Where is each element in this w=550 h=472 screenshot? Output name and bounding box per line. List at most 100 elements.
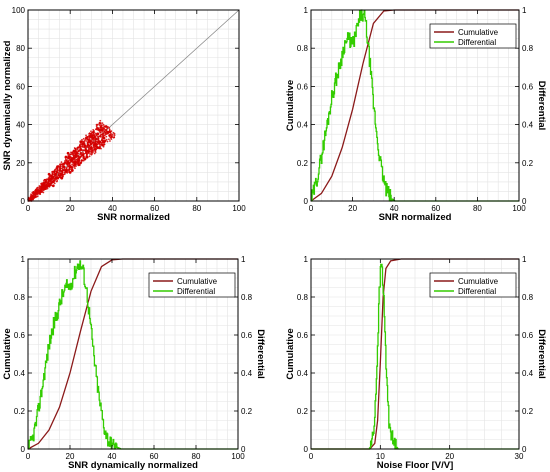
y2-tick-label: 0.4: [241, 369, 253, 378]
scatter-point: [68, 156, 71, 159]
scatter-point: [81, 145, 84, 148]
scatter-point: [83, 143, 86, 146]
scatter-point: [78, 157, 80, 159]
legend-label: Differential: [458, 287, 496, 296]
series-line-differential: [310, 9, 519, 202]
scatter-point: [103, 131, 106, 133]
scatter-point: [89, 153, 91, 155]
scatter-point: [74, 156, 77, 159]
scatter-point: [78, 158, 80, 161]
x-tick-label: 20: [348, 204, 357, 213]
scatter-point: [36, 191, 39, 194]
scatter-point: [85, 151, 88, 154]
scatter-point: [66, 160, 68, 163]
scatter-point: [80, 142, 82, 144]
scatter-point: [78, 161, 81, 164]
scatter-point: [39, 193, 41, 196]
scatter-point: [49, 178, 52, 181]
scatter-point: [68, 171, 70, 174]
plot-frame: [27, 9, 240, 202]
scatter-point: [74, 167, 76, 170]
y2-tick-label: 1: [522, 255, 527, 264]
scatter-point: [79, 147, 82, 150]
scatter-point: [94, 145, 97, 148]
scatter-point: [72, 150, 75, 152]
y-axis-label: Cumulative: [285, 328, 296, 379]
x-tick-label: 100: [231, 452, 245, 461]
scatter-point: [97, 132, 99, 135]
y-tick-label: 0.8: [14, 293, 26, 302]
scatter-point: [68, 164, 71, 167]
y-tick-label: 0: [304, 445, 309, 454]
scatter-point: [102, 139, 105, 142]
scatter-point: [49, 180, 52, 183]
scatter-point: [60, 165, 62, 168]
scatter-point: [36, 187, 38, 190]
scatter-point: [83, 152, 86, 155]
scatter-point: [55, 170, 58, 173]
scatter-point: [106, 127, 109, 130]
scatter-point: [110, 135, 113, 138]
scatter-point: [65, 170, 67, 173]
scatter-point: [77, 160, 80, 163]
y-axis-label: Cumulative: [2, 328, 13, 379]
y2-tick-label: 0: [522, 197, 527, 206]
y2-tick-label: 0.2: [522, 407, 534, 416]
scatter-point: [59, 172, 62, 175]
scatter-point: [71, 165, 73, 168]
y-tick-label: 0.4: [14, 369, 26, 378]
scatter-point: [88, 138, 91, 141]
x-tick-label: 20: [66, 452, 75, 461]
series-line-cumulative: [27, 258, 238, 450]
scatter-point: [109, 140, 111, 142]
y-tick-label: 0: [304, 197, 309, 206]
scatter-point: [50, 182, 53, 185]
x-tick-label: 0: [26, 452, 31, 461]
scatter-point: [107, 126, 110, 128]
legend-box: [429, 272, 517, 298]
scatter-point: [86, 143, 89, 146]
plot-frame: [310, 258, 520, 450]
scatter-point: [64, 161, 66, 164]
scatter-point: [75, 158, 78, 161]
scatter-point: [82, 159, 85, 162]
scatter-point: [44, 187, 46, 190]
y2-tick-label: 0.6: [522, 331, 534, 340]
scatter-point: [90, 130, 92, 133]
x-tick-label: 80: [192, 204, 201, 213]
scatter-point: [82, 137, 85, 140]
scatter-point: [62, 162, 65, 165]
scatter-point: [85, 146, 88, 148]
y2-tick-label: 0: [241, 445, 246, 454]
scatter-point: [64, 157, 67, 159]
scatter-point: [82, 151, 84, 154]
scatter-point: [62, 173, 65, 176]
y2-tick-label: 0.2: [241, 407, 253, 416]
y2-tick-label: 0.8: [522, 44, 534, 53]
y-tick-label: 0.2: [297, 159, 309, 168]
scatter-point: [90, 142, 92, 145]
scatter-point: [38, 186, 41, 189]
scatter-point: [88, 155, 91, 158]
scatter-point: [66, 162, 69, 165]
scatter-point: [30, 193, 32, 196]
scatter-point: [61, 175, 64, 178]
scatter-point: [102, 135, 105, 138]
scatter-point: [66, 165, 69, 168]
legend-label: Cumulative: [458, 28, 499, 37]
scatter-point: [91, 151, 94, 154]
scatter-point: [53, 170, 56, 173]
scatter-point: [96, 135, 99, 138]
y-axis-label: SNR dynamically normalized: [2, 40, 13, 170]
series-line-cumulative: [311, 258, 519, 450]
scatter-point: [79, 155, 82, 158]
scatter-point: [80, 161, 83, 164]
scatter-point: [87, 138, 89, 141]
y-tick-label: 0.2: [297, 407, 309, 416]
scatter-point: [51, 176, 54, 179]
x-tick-label: 0: [26, 204, 31, 213]
scatter-point: [92, 139, 95, 142]
scatter-point: [75, 151, 78, 154]
scatter-point: [95, 123, 98, 126]
legend-box: [148, 272, 236, 298]
